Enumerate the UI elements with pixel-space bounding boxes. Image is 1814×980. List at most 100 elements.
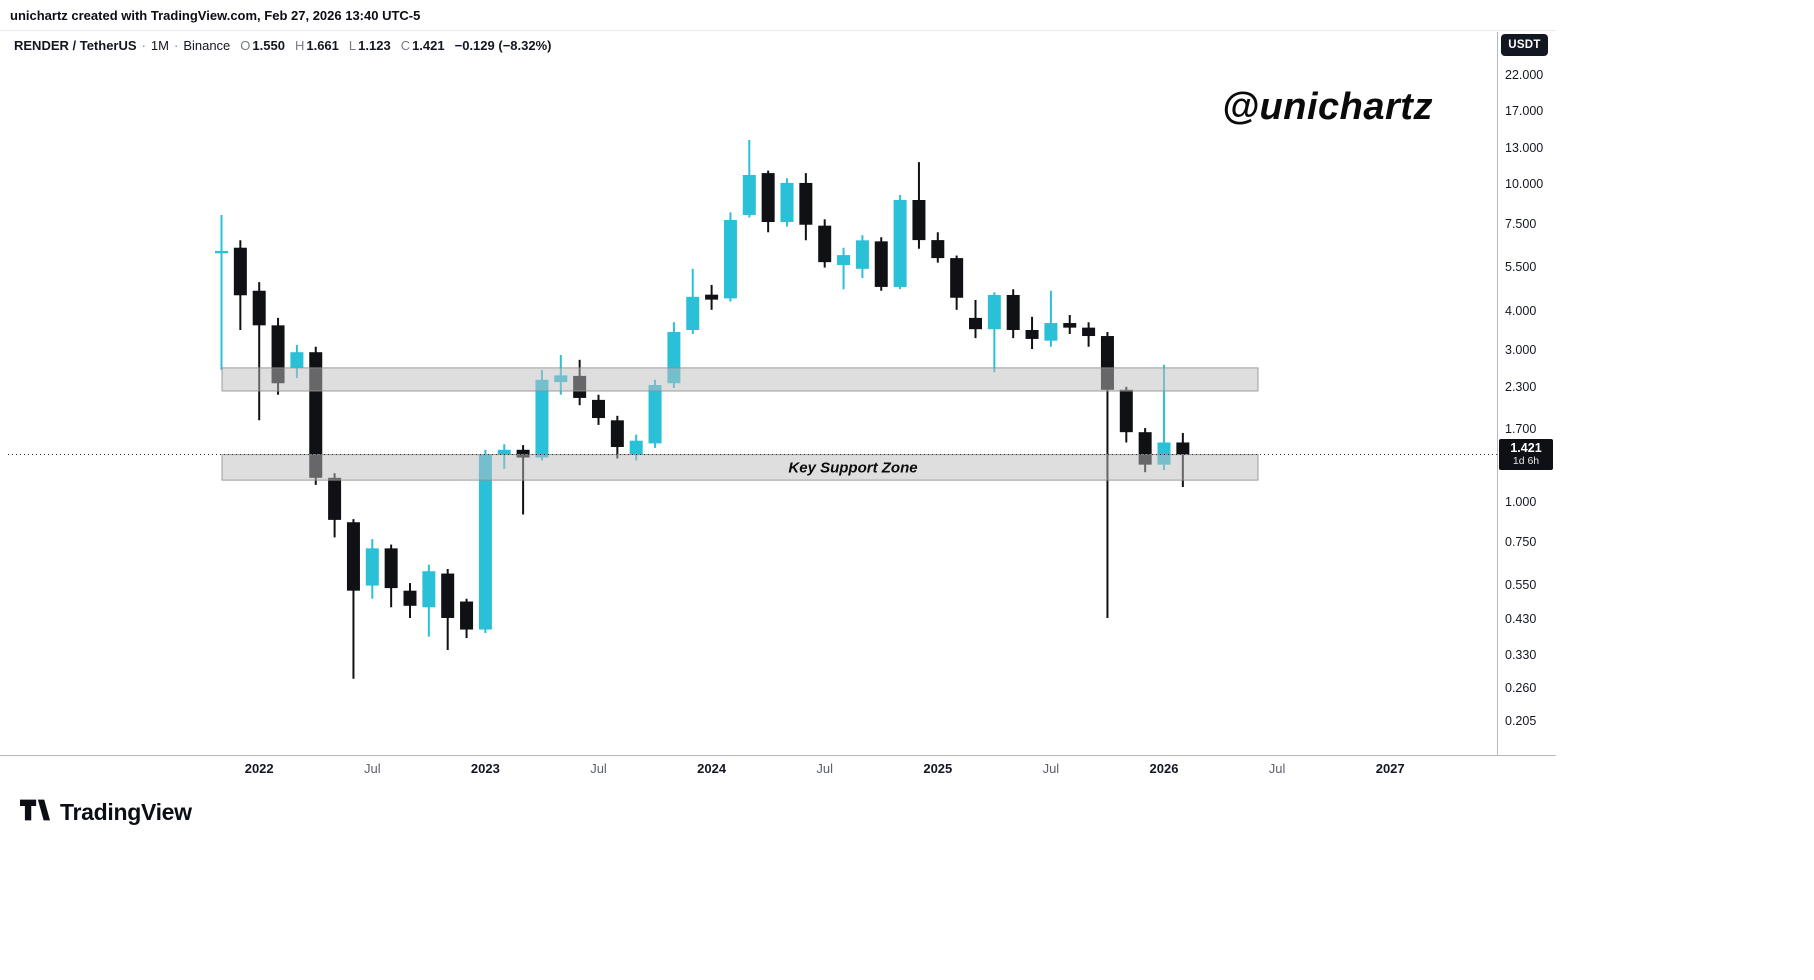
candle-body	[931, 240, 945, 259]
attribution-bar: unichartz created with TradingView.com, …	[0, 0, 1556, 31]
candle-body	[441, 573, 455, 618]
price-tick-label: 0.330	[1505, 648, 1537, 663]
candle-body	[1044, 323, 1058, 341]
price-tick-label: 10.000	[1505, 177, 1544, 191]
time-tick-year: 2027	[1375, 761, 1405, 776]
price-tick-label: 0.205	[1505, 713, 1537, 728]
currency-toggle-button[interactable]: USDT	[1501, 34, 1548, 56]
tradingview-logo-text: TradingView	[60, 799, 192, 825]
candle-body	[1025, 329, 1039, 339]
time-axis-labels[interactable]: 2022 Jul 2023 Jul 2024 Jul 2025 Jul 2026 Jul 2027	[0, 755, 1556, 785]
candle-body	[290, 352, 304, 368]
candle-body	[1082, 327, 1096, 337]
candle-body	[1119, 389, 1133, 433]
time-tick-month: Jul	[363, 761, 381, 776]
price-tick-label: 2.300	[1505, 379, 1537, 394]
candle-body	[328, 477, 342, 520]
price-tick-label: 13.000	[1505, 140, 1544, 155]
symbol-title[interactable]: RENDER / TetherUS	[14, 38, 137, 53]
price-tick-label: 17.000	[1505, 103, 1544, 118]
price-tick-label: 0.550	[1505, 577, 1537, 592]
time-tick-year: 2025	[923, 761, 953, 776]
tradingview-logo-icon	[20, 799, 50, 826]
separator-dot: ·	[173, 38, 179, 53]
price-tick-label: 1.700	[1505, 421, 1537, 436]
candle-body	[818, 225, 832, 263]
candle-body	[384, 548, 398, 589]
price-tick-label: 1.000	[1505, 495, 1537, 509]
candle-body	[460, 601, 474, 630]
price-axis-labels[interactable]: 22.000 17.000 13.000 10.000 7.500 5.500 4.000 3…	[1497, 0, 1561, 755]
separator-dot: ·	[141, 38, 146, 53]
candle-body	[629, 440, 643, 455]
low-label: L	[348, 38, 357, 53]
candle-body	[478, 454, 492, 630]
candle-body	[516, 449, 530, 458]
price-tick-label: 0.260	[1505, 681, 1537, 696]
candle-body	[761, 173, 775, 222]
exchange-label: Binance	[183, 38, 231, 53]
change-value: −0.129 (−8.32%)	[454, 38, 552, 53]
candle-body	[874, 241, 888, 287]
candle-body	[346, 522, 360, 591]
candle-body	[987, 294, 1001, 330]
open-value: 1.550	[252, 38, 285, 53]
candle-body	[252, 290, 266, 326]
candle-body	[648, 385, 662, 444]
candle-body	[1006, 294, 1020, 330]
high-label: H	[294, 38, 305, 53]
bar-close-countdown: 1d 6h	[1512, 455, 1540, 468]
price-tick-label: 3.000	[1505, 343, 1537, 358]
candle-body	[855, 240, 869, 269]
candle-body	[592, 399, 605, 419]
candlestick-chart[interactable]: Key Support Zone	[0, 0, 1556, 980]
candle-body	[365, 548, 379, 586]
candle-body	[233, 247, 247, 296]
close-value: 1.421	[412, 38, 445, 53]
candle-body	[837, 255, 851, 266]
price-tick-label: 22.000	[1505, 68, 1544, 83]
time-tick-month: Jul	[1042, 761, 1060, 776]
zone-label: Key Support Zone	[788, 459, 917, 476]
last-price-value: 1.421	[1510, 441, 1542, 456]
close-label: C	[400, 38, 411, 53]
candle-body	[403, 590, 417, 606]
chart-legend: RENDER / TetherUS · 1M · Binance O 1.550 …	[14, 38, 551, 53]
candle-body	[535, 379, 549, 458]
time-tick-year: 2026	[1149, 761, 1179, 776]
candle-body	[1176, 442, 1190, 455]
candle-body	[215, 251, 228, 254]
price-tick-label: 0.750	[1505, 534, 1537, 549]
candle-body	[799, 182, 813, 225]
candle-body	[969, 317, 982, 330]
candle-body	[780, 182, 794, 222]
time-tick-month: Jul	[816, 761, 833, 776]
interval-label[interactable]: 1M	[150, 38, 169, 53]
candle-body	[497, 449, 511, 455]
time-tick-year: 2023	[470, 761, 500, 776]
high-value: 1.661	[306, 38, 339, 53]
time-tick-month: Jul	[590, 761, 607, 776]
candle-body	[610, 420, 624, 448]
attribution-text: unichartz created with TradingView.com, …	[10, 7, 421, 23]
tradingview-logo[interactable]: TradingView	[20, 799, 192, 826]
price-tick-label: 4.000	[1505, 303, 1537, 318]
price-tick-label: 7.500	[1505, 216, 1537, 231]
resistance-zone	[221, 367, 1259, 392]
time-tick-month: Jul	[1268, 761, 1286, 776]
candle-body	[422, 571, 436, 608]
candle-body	[912, 200, 926, 241]
candle-body	[723, 220, 737, 299]
key-support-zone	[221, 454, 1259, 481]
low-value: 1.123	[358, 38, 391, 53]
watermark: @unichartz	[1222, 86, 1433, 128]
price-tick-label: 5.500	[1505, 259, 1537, 274]
candle-body	[950, 258, 964, 298]
candle-body	[705, 294, 719, 300]
candle-body	[893, 200, 907, 287]
time-tick-year: 2022	[244, 761, 274, 776]
price-tick-label: 0.430	[1505, 611, 1537, 626]
last-price-badge: 1.421 1d 6h	[1499, 439, 1553, 471]
candle-body	[1063, 323, 1077, 328]
